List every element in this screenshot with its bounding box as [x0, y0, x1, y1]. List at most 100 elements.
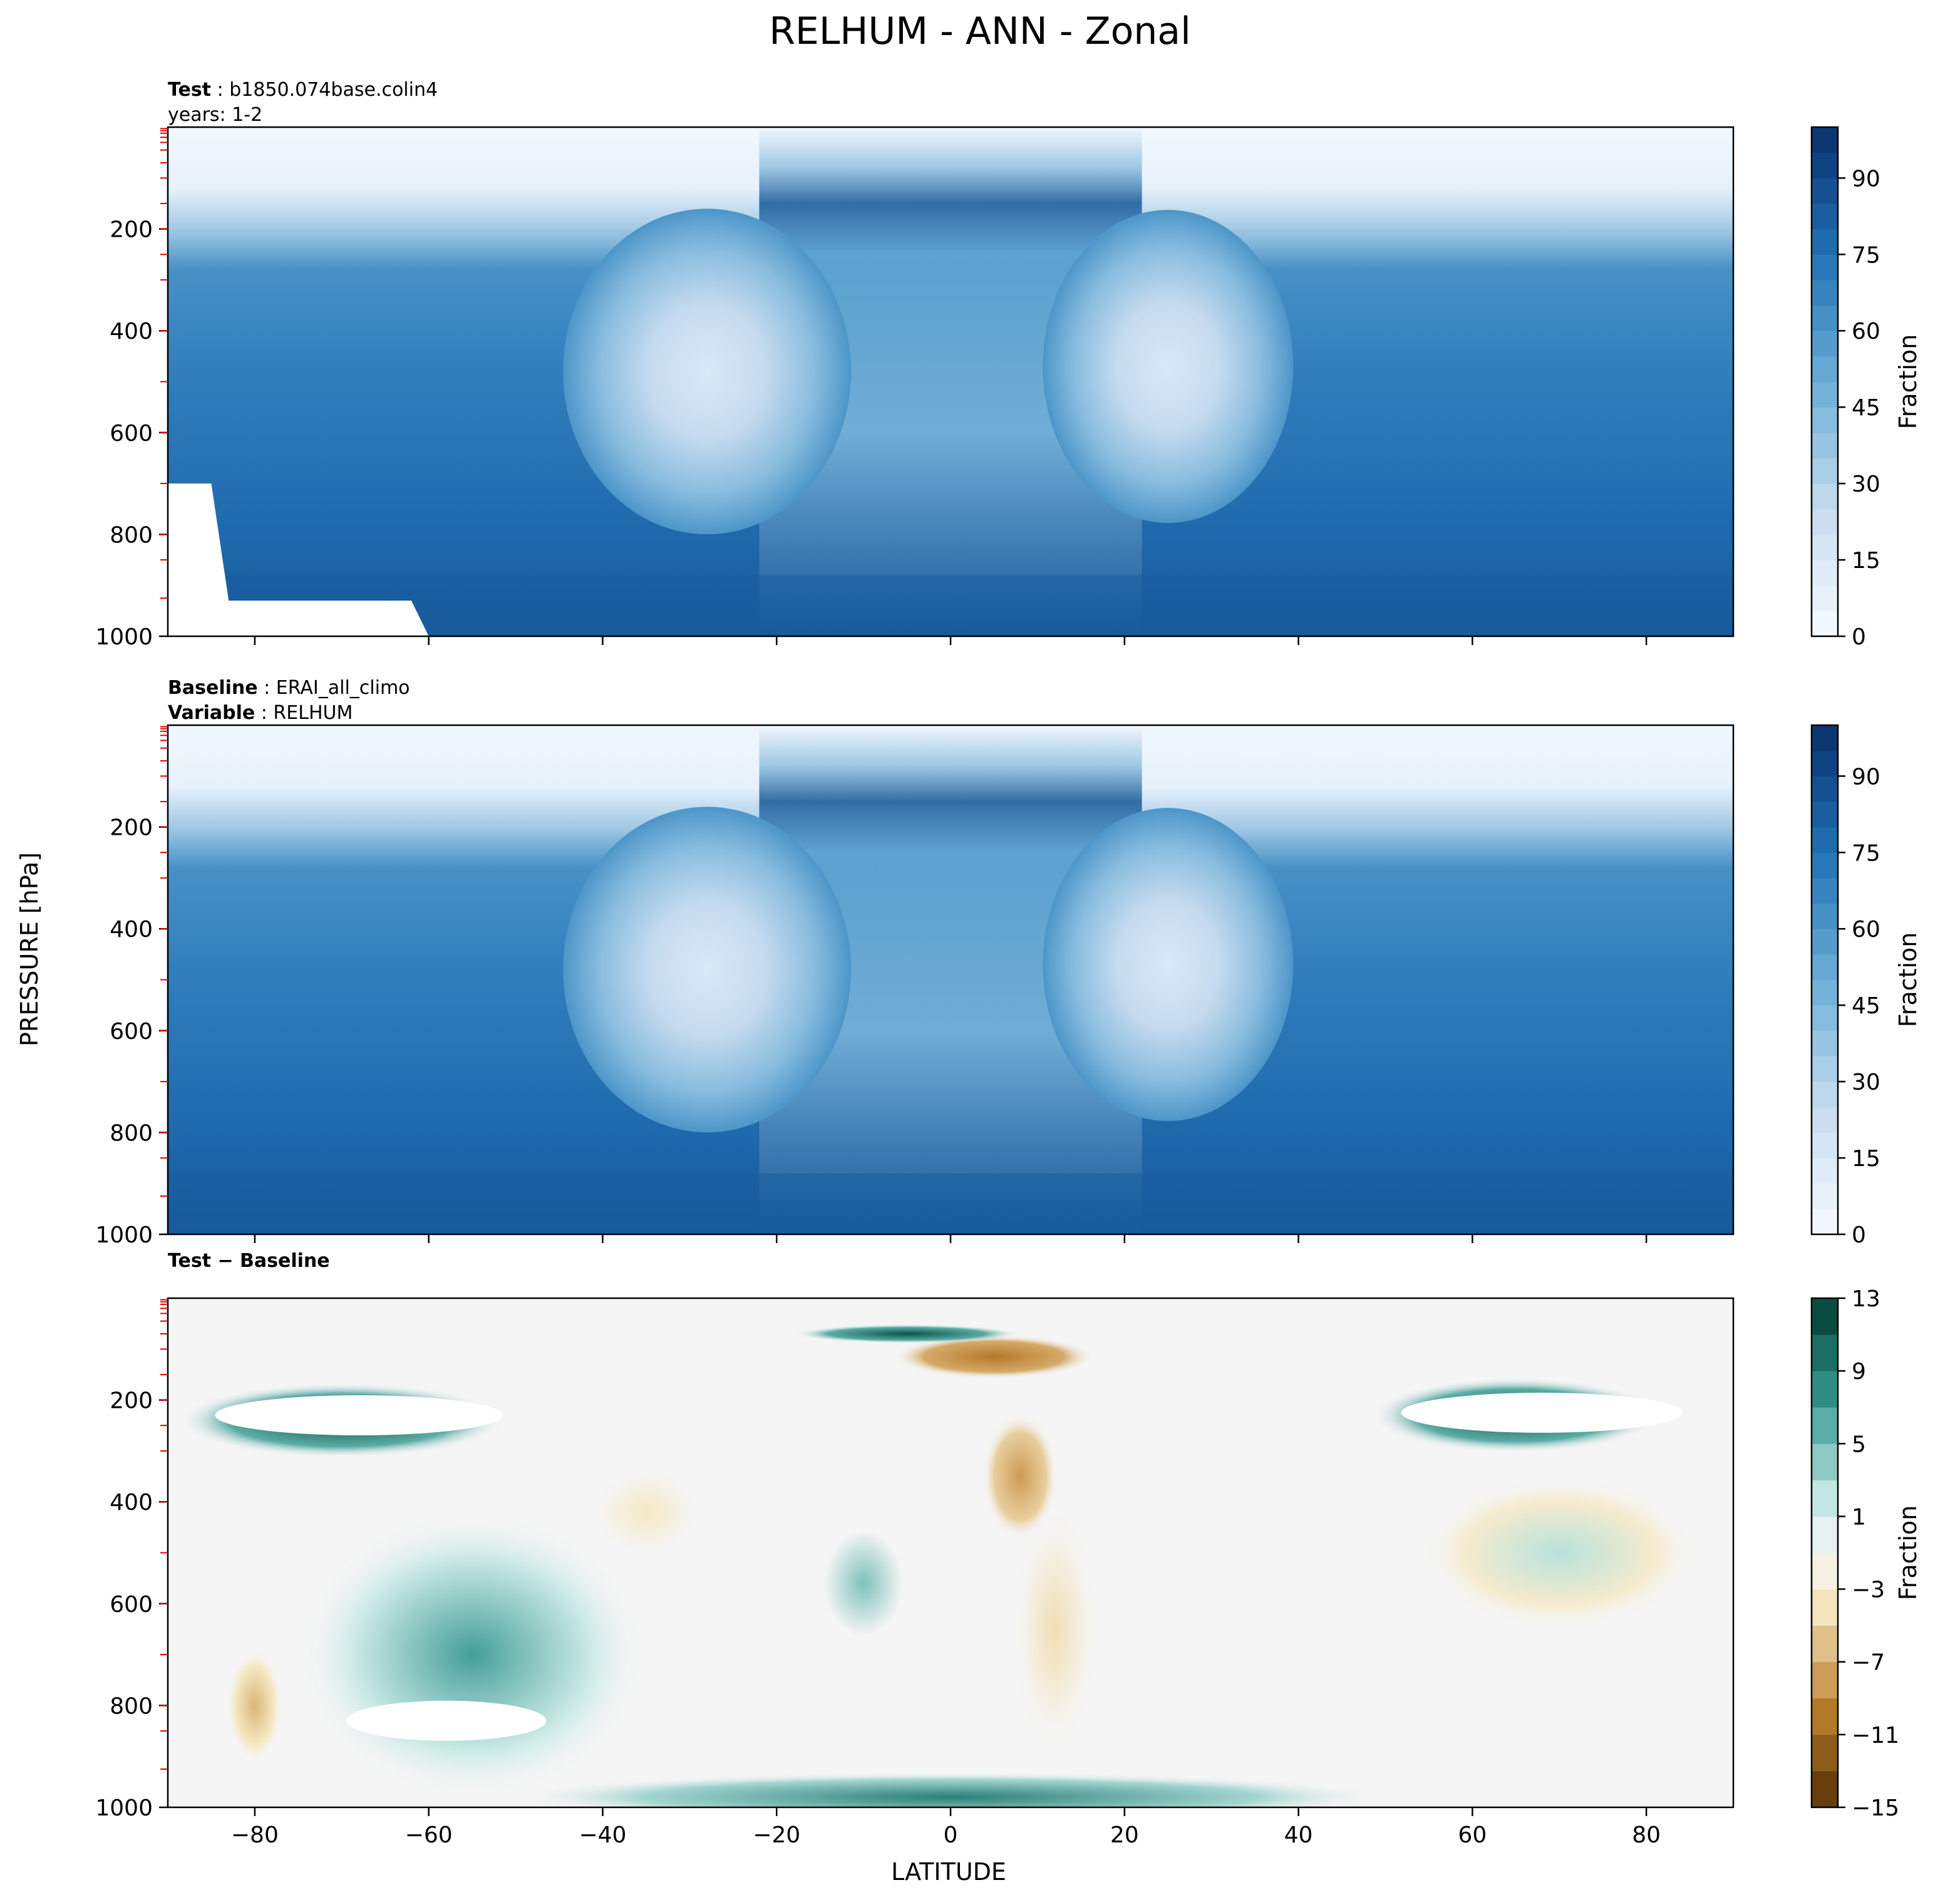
x-tick-label: 20	[1110, 1822, 1139, 1848]
colorbar-level	[1812, 750, 1838, 777]
colorbar-level	[1812, 1589, 1838, 1626]
colorbar-label: Fraction	[1894, 932, 1922, 1028]
x-tick-label: −20	[753, 1822, 800, 1848]
colorbar-level	[1812, 1005, 1838, 1031]
colorbar-level	[1812, 1082, 1838, 1108]
colorbar-tick-label: 60	[1852, 319, 1880, 344]
colorbar-level	[1812, 1698, 1838, 1735]
colorbar-tick-label: 90	[1852, 166, 1880, 192]
colorbar-level	[1812, 1183, 1838, 1209]
colorbar-level	[1812, 929, 1838, 955]
colorbar-level	[1812, 356, 1838, 382]
x-tick-label: 60	[1458, 1822, 1487, 1848]
colorbar-level	[1812, 827, 1838, 853]
colorbar-frame	[1810, 1297, 1839, 1809]
x-tick-label: −80	[231, 1822, 279, 1848]
panel-baseline: Baseline : ERAI_all_climo Variable : RELH…	[95, 677, 1922, 1248]
y-tick-label: 400	[110, 917, 153, 942]
panel-test: Test : b1850.074base.colin4 years: 1-2 200…	[95, 79, 1922, 650]
colorbar-level	[1812, 1407, 1838, 1444]
colorbar-level	[1812, 877, 1838, 904]
y-tick-label: 600	[110, 1019, 153, 1045]
colorbar-level	[1812, 1056, 1838, 1082]
y-axis-label: PRESSURE [hPa]	[16, 852, 43, 1046]
colorbar-level	[1812, 776, 1838, 802]
colorbar-tick-label: −15	[1852, 1795, 1899, 1821]
colorbar-tick-label: 45	[1852, 395, 1880, 421]
panel-label: Baseline : ERAI_all_climo	[168, 677, 410, 699]
colorbar-level	[1812, 229, 1838, 255]
colorbar-tick-label: 75	[1852, 242, 1880, 268]
colorbar-level	[1812, 611, 1838, 637]
x-tick-label: 0	[944, 1822, 958, 1848]
y-tick-label: 1000	[95, 1795, 153, 1821]
colorbar-level	[1812, 560, 1838, 586]
panel-label-bold: Test	[168, 79, 211, 101]
colorbar-level	[1812, 178, 1838, 204]
colorbar-level	[1812, 903, 1838, 929]
colorbar-level	[1812, 852, 1838, 879]
contour-field	[168, 127, 1733, 636]
panel-label-line2: Variable : RELHUM	[168, 702, 353, 724]
colorbar-tick-label: 1	[1852, 1504, 1866, 1530]
colorbar-tick-label: 9	[1852, 1359, 1866, 1385]
colorbar-level	[1812, 407, 1838, 433]
colorbar-tick-label: 15	[1852, 548, 1880, 574]
colorbar-tick-label: 60	[1852, 917, 1880, 942]
colorbar-level	[1812, 954, 1838, 980]
colorbar-label: Fraction	[1894, 1505, 1922, 1601]
colorbar-level	[1812, 305, 1838, 331]
x-tick-label: 40	[1284, 1822, 1313, 1848]
missing-terrain-region	[168, 483, 429, 636]
y-tick-label: 800	[110, 1120, 153, 1146]
y-tick-label: 400	[110, 319, 153, 344]
x-axis-label: LATITUDE	[891, 1858, 1006, 1886]
colorbar-level	[1812, 1335, 1838, 1371]
panel-label-bold: Baseline	[168, 677, 258, 699]
missing-region	[1401, 1392, 1683, 1433]
colorbar-level	[1812, 381, 1838, 408]
colorbar-tick-label: −7	[1852, 1650, 1885, 1676]
y-tick-label: 800	[110, 1693, 153, 1719]
y-tick-label: 1000	[95, 624, 153, 650]
colorbar-tick-label: 13	[1852, 1286, 1880, 1312]
colorbar-level	[1812, 1132, 1838, 1159]
colorbar-level	[1812, 585, 1838, 611]
colorbar-level	[1812, 331, 1838, 357]
colorbar-level	[1812, 203, 1838, 230]
panel-label-bold: Test − Baseline	[168, 1250, 330, 1272]
colorbar-frame	[1810, 126, 1839, 638]
colorbar-level	[1812, 483, 1838, 510]
missing-region	[215, 1395, 503, 1435]
colorbar-tick-label: 30	[1852, 1070, 1880, 1095]
colorbar-level	[1812, 458, 1838, 484]
panel-label-text: : b1850.074base.colin4	[211, 79, 438, 101]
colorbar-level	[1812, 509, 1838, 535]
x-tick-label: 80	[1632, 1822, 1661, 1848]
colorbar-level	[1812, 1516, 1838, 1553]
colorbar-level	[1812, 127, 1838, 153]
y-tick-label: 200	[110, 1388, 153, 1414]
colorbar-tick-label: 5	[1852, 1432, 1866, 1457]
x-tick-label: −40	[579, 1822, 626, 1848]
y-tick-label: 600	[110, 421, 153, 447]
colorbar-frame	[1810, 724, 1839, 1236]
colorbar: 0 15 30 45 60 75 90 Fraction	[1810, 724, 1922, 1248]
colorbar-level	[1812, 1030, 1838, 1056]
colorbar-level	[1812, 1107, 1838, 1133]
colorbar-tick-label: 45	[1852, 993, 1880, 1019]
colorbar-tick-label: 0	[1852, 1222, 1866, 1248]
panel-difference: Test − Baseline −80 −60 −40 −20 0 20 40 60 80 200 4…	[95, 1250, 1922, 1848]
colorbar-level	[1812, 801, 1838, 828]
colorbar-level	[1812, 1734, 1838, 1772]
colorbar-level	[1812, 1443, 1838, 1480]
colorbar-tick-label: 0	[1852, 624, 1866, 650]
y-tick-label: 1000	[95, 1222, 153, 1248]
colorbar-level	[1812, 1209, 1838, 1235]
panel-label-line2: years: 1-2	[168, 104, 262, 126]
colorbar-tick-label: 75	[1852, 840, 1880, 866]
y-tick-label: 200	[110, 217, 153, 243]
panel-label: Test : b1850.074base.colin4	[168, 79, 438, 101]
colorbar-level	[1812, 1661, 1838, 1699]
